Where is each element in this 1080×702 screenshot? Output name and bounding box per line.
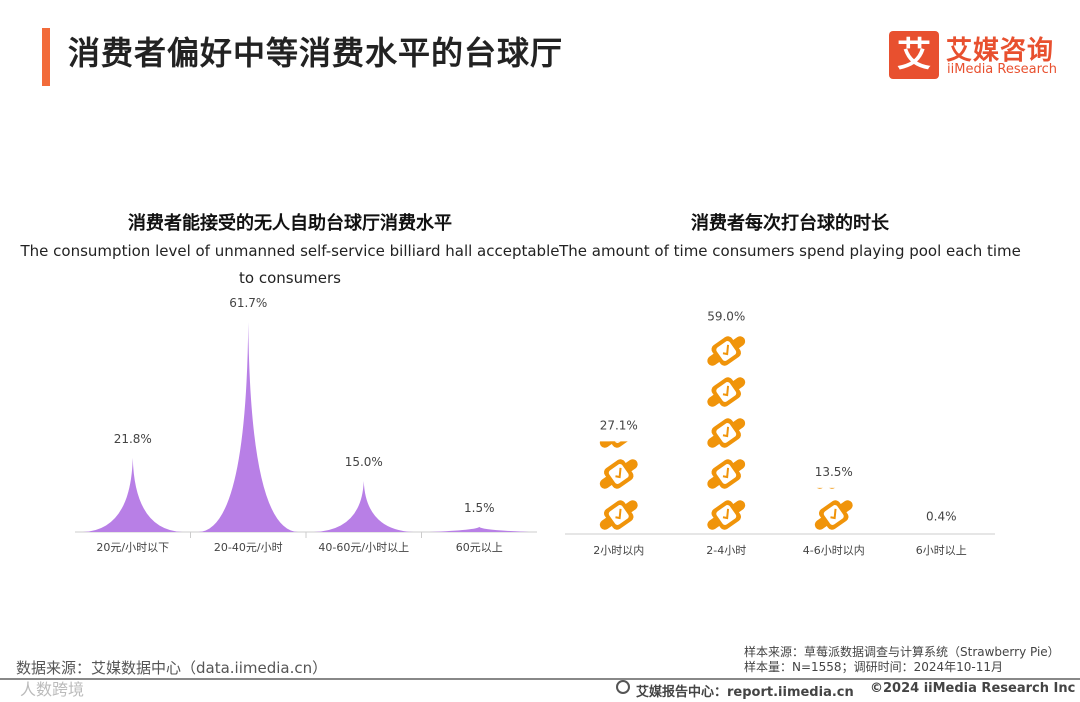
chart2-bar	[592, 370, 645, 534]
copyright: ©2024 iiMedia Research Inc	[870, 681, 1076, 696]
chart1-bar	[198, 322, 298, 532]
watch-icon	[700, 450, 753, 498]
chart1-bar	[83, 457, 183, 532]
sample-size: 样本量：N=1558；调研时间：2024年10-11月	[744, 660, 1003, 674]
iimedia-logo-icon: 艾	[889, 31, 939, 79]
watch-icon	[700, 368, 753, 416]
chart1-value-label: 21.8%	[114, 432, 152, 446]
globe-icon	[616, 680, 630, 694]
title-accent-bar	[42, 28, 50, 86]
watch-icon	[916, 452, 966, 497]
chart1-plot: 21.8% 20元/小时以下 61.7% 20-40元/小时 15.0% 40-60元/小…	[75, 296, 537, 554]
chart2-category-label: 4-6小时以内	[803, 543, 865, 557]
chart1-value-label: 1.5%	[464, 501, 495, 515]
chart2-value-label: 59.0%	[707, 309, 745, 323]
chart2-bar	[915, 452, 968, 535]
logo-name-cn: 艾媒咨询	[946, 36, 1055, 66]
chart2-category-label: 6小时以上	[916, 544, 967, 557]
watch-icon	[592, 450, 645, 498]
chart1-category-label: 60元以上	[456, 541, 503, 554]
chart2-value-label: 27.1%	[600, 418, 638, 432]
watch-icon	[592, 491, 645, 534]
chart1-subtitle: The consumption level of unmanned self-s…	[20, 238, 560, 292]
watermark-text: 人数跨境	[20, 680, 85, 699]
chart2-bar	[700, 332, 753, 534]
chart1-subtitle-line-2: to consumers	[239, 269, 341, 287]
logo-name-en: iiMedia Research	[947, 62, 1058, 77]
chart2-category-label: 2小时以内	[593, 543, 644, 557]
chart2-subtitle-line-1: The amount of time consumers spend playi…	[559, 242, 1021, 260]
chart2-title: 消费者每次打台球的时长	[691, 213, 889, 234]
data-source: 数据来源：艾媒数据中心（data.iimedia.cn）	[16, 659, 328, 677]
watch-icon	[807, 491, 860, 534]
watch-icon	[809, 411, 859, 456]
footer-divider	[0, 678, 1080, 680]
report-center-link[interactable]: 艾媒报告中心：report.iimedia.cn	[636, 685, 854, 700]
sample-info: 样本来源：草莓派数据调查与计算系统（Strawberry Pie） 样本量：N=…	[744, 645, 1060, 675]
chart1-value-label: 15.0%	[345, 455, 383, 469]
watch-icon	[700, 332, 753, 375]
watch-icon	[700, 409, 753, 457]
page-title: 消费者偏好中等消费水平的台球厅	[68, 34, 564, 72]
chart2-subtitle: The amount of time consumers spend playi…	[555, 238, 1025, 265]
watch-icon	[592, 441, 645, 457]
chart2-value-label: 13.5%	[815, 465, 853, 479]
chart1-title: 消费者能接受的无人自助台球厅消费水平	[128, 213, 452, 234]
chart2-value-label: 0.4%	[926, 510, 957, 524]
chart1-bar	[429, 526, 529, 532]
chart1-bar	[314, 481, 414, 532]
watch-icon	[700, 491, 753, 534]
chart1-category-label: 40-60元/小时以上	[318, 541, 409, 554]
chart2-category-label: 2-4小时	[706, 544, 746, 557]
chart1-category-label: 20-40元/小时	[214, 541, 283, 554]
watch-icon	[594, 370, 644, 415]
chart1-category-label: 20元/小时以下	[96, 541, 169, 554]
chart1-value-label: 61.7%	[229, 296, 267, 310]
chart1-subtitle-line-1: The consumption level of unmanned self-s…	[20, 242, 560, 260]
sample-source: 样本来源：草莓派数据调查与计算系统（Strawberry Pie）	[744, 645, 1060, 659]
chart2-plot: 27.1% 2小时以内 59.0% 2-4小时 13.5% 4-6小时以内 0.4% 6小时以…	[565, 309, 995, 557]
